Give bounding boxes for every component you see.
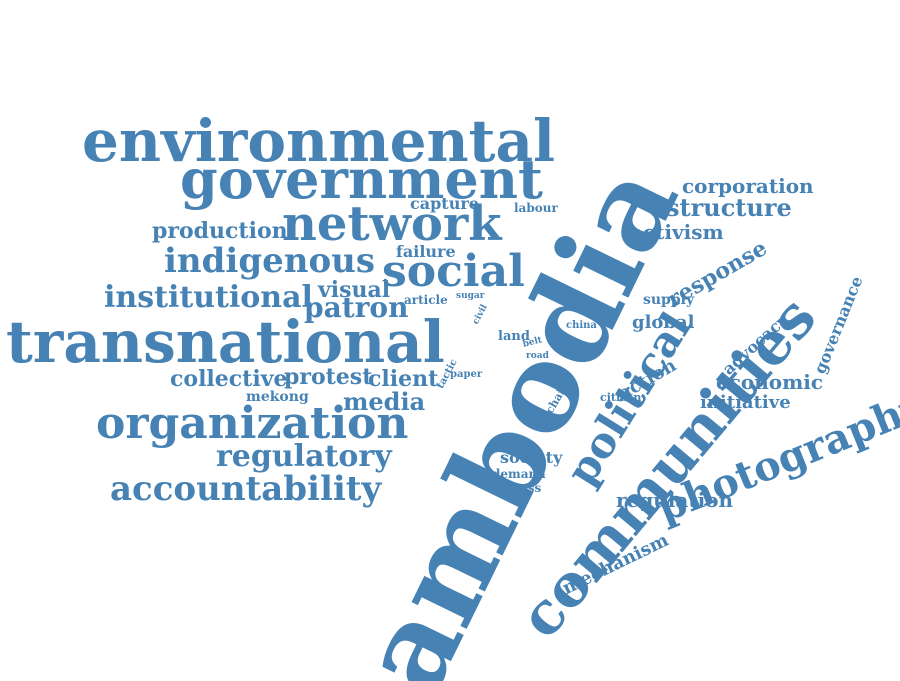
word-initiative: initiative xyxy=(700,392,791,413)
word-production: production xyxy=(152,218,288,244)
word-citizen: citizen xyxy=(600,391,642,404)
word-environmental: environmental xyxy=(82,107,556,175)
word-mekong: mekong xyxy=(246,389,309,405)
word-failure: failure xyxy=(396,242,456,261)
word-accountability: accountability xyxy=(110,469,382,509)
word-network: network xyxy=(282,196,502,252)
word-government: government xyxy=(180,147,543,211)
word-china: china xyxy=(566,320,597,331)
word-supply: supply xyxy=(643,292,695,308)
word-global: global xyxy=(632,312,695,333)
word-economic: economic xyxy=(716,370,824,394)
word-activism: activism xyxy=(630,220,724,244)
word-paper: paper xyxy=(450,369,483,380)
word-client: client xyxy=(368,366,439,392)
word-labour: labour xyxy=(514,201,558,215)
word-media: media xyxy=(343,387,426,416)
word-civil: civil xyxy=(471,303,490,327)
word-sugar: sugar xyxy=(456,291,485,301)
word-article: article xyxy=(404,293,448,307)
word-regulation: regulation xyxy=(616,488,734,512)
word-patron: patron xyxy=(304,291,409,324)
word-land: land xyxy=(498,329,530,344)
word-visual: visual xyxy=(318,277,391,303)
word-corporation: corporation xyxy=(682,174,814,198)
word-regulatory: regulatory xyxy=(216,439,392,474)
word-success: success xyxy=(490,481,542,495)
word-social: social xyxy=(382,246,525,297)
word-collective: collective xyxy=(170,366,288,392)
word-demand: demand xyxy=(492,467,546,481)
word-institutional: institutional xyxy=(104,280,313,315)
word-society: society xyxy=(500,448,563,467)
word-structure: structure xyxy=(666,193,792,222)
word-indigenous: indigenous xyxy=(164,241,375,281)
word-protest: protest xyxy=(284,364,373,390)
word-capture: capture xyxy=(410,194,479,213)
word-road: road xyxy=(526,351,549,361)
word-transnational: transnational xyxy=(6,308,445,376)
word-organization: organization xyxy=(96,398,409,449)
